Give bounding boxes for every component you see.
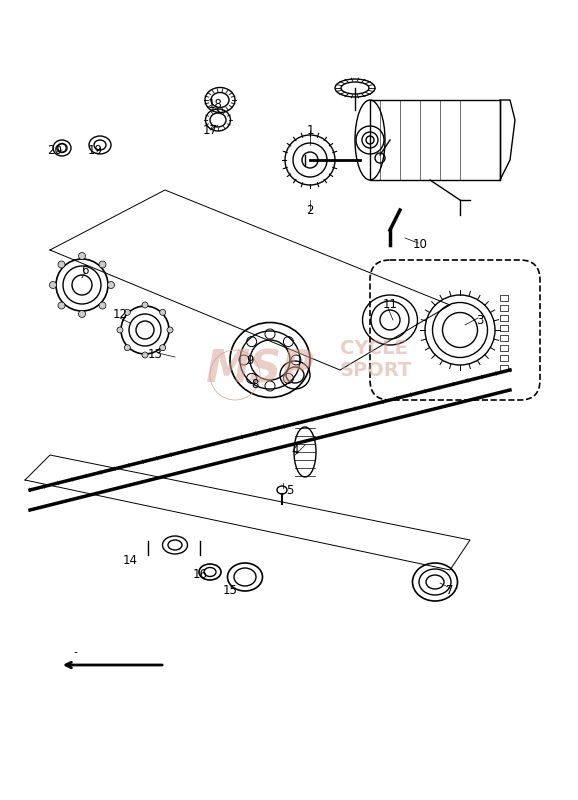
Text: 5: 5 <box>286 483 294 497</box>
Bar <box>500 355 508 361</box>
Circle shape <box>58 261 65 268</box>
Text: CYCLE
SPORT: CYCLE SPORT <box>340 339 412 381</box>
Text: 18: 18 <box>208 98 223 111</box>
Text: -: - <box>73 647 77 657</box>
Text: 8: 8 <box>251 378 259 391</box>
Circle shape <box>117 327 123 333</box>
Circle shape <box>124 310 130 315</box>
Bar <box>500 305 508 311</box>
Bar <box>500 345 508 351</box>
Text: 17: 17 <box>202 123 217 137</box>
Text: 15: 15 <box>223 583 238 597</box>
Bar <box>500 335 508 341</box>
Text: 2: 2 <box>306 203 314 217</box>
Circle shape <box>99 302 106 309</box>
Text: 7: 7 <box>446 583 454 597</box>
Bar <box>500 295 508 301</box>
Text: 14: 14 <box>123 554 138 566</box>
Text: 19: 19 <box>87 143 102 157</box>
Text: 11: 11 <box>383 298 398 311</box>
Bar <box>500 365 508 371</box>
Circle shape <box>79 253 86 259</box>
Bar <box>500 325 508 331</box>
Circle shape <box>108 282 114 289</box>
Text: 9: 9 <box>246 354 254 366</box>
Circle shape <box>160 345 166 350</box>
Circle shape <box>58 302 65 309</box>
Text: 20: 20 <box>47 143 62 157</box>
Text: 1: 1 <box>306 123 314 137</box>
Circle shape <box>142 302 148 308</box>
Bar <box>370 100 500 180</box>
Circle shape <box>167 327 173 333</box>
Circle shape <box>79 310 86 318</box>
Bar <box>500 315 508 321</box>
Text: 10: 10 <box>413 238 428 251</box>
Text: 12: 12 <box>113 309 128 322</box>
Circle shape <box>160 310 166 315</box>
Text: 6: 6 <box>81 263 89 277</box>
Circle shape <box>50 282 57 289</box>
Text: 4: 4 <box>291 443 299 457</box>
Circle shape <box>99 261 106 268</box>
Circle shape <box>124 345 130 350</box>
Circle shape <box>142 352 148 358</box>
Text: 16: 16 <box>192 569 208 582</box>
Text: MSP: MSP <box>206 349 314 391</box>
Text: 13: 13 <box>147 349 162 362</box>
Text: 3: 3 <box>476 314 484 326</box>
